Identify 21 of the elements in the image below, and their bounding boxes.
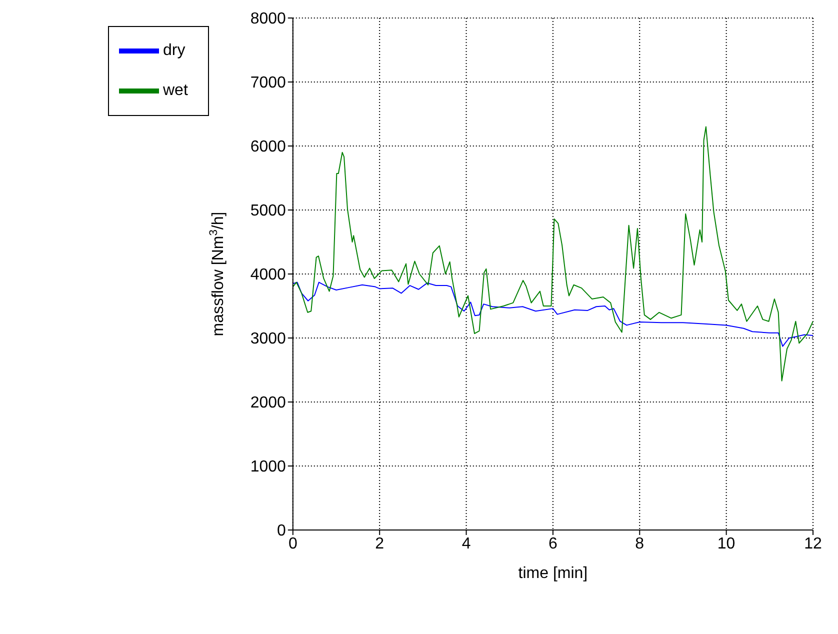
y-tick-label: 0: [277, 522, 286, 540]
x-tick-label: 10: [717, 535, 736, 552]
x-tick-label: 6: [548, 535, 558, 552]
legend-label: wet: [163, 82, 188, 100]
line-series: [292, 126, 813, 382]
x-tick-label: 2: [375, 535, 384, 552]
x-tick-label: 8: [635, 535, 644, 552]
y-tick-label: 1000: [250, 458, 286, 476]
x-tick-label: 12: [804, 535, 822, 552]
y-tick-label: 3000: [250, 330, 286, 348]
x-tick-label: 0: [288, 535, 298, 552]
y-tick-label: 2000: [250, 394, 286, 412]
y-tick-label: 4000: [250, 266, 286, 284]
x-tick-label: 4: [462, 535, 471, 552]
y-tick-label: 8000: [250, 10, 286, 28]
y-tick-label: 6000: [250, 138, 286, 156]
y-tick-label: 7000: [250, 74, 286, 92]
x-axis-title: time [min]: [518, 565, 588, 582]
y-tick-label: 5000: [250, 202, 286, 220]
legend-label: dry: [163, 42, 186, 60]
line-series: [292, 282, 813, 347]
